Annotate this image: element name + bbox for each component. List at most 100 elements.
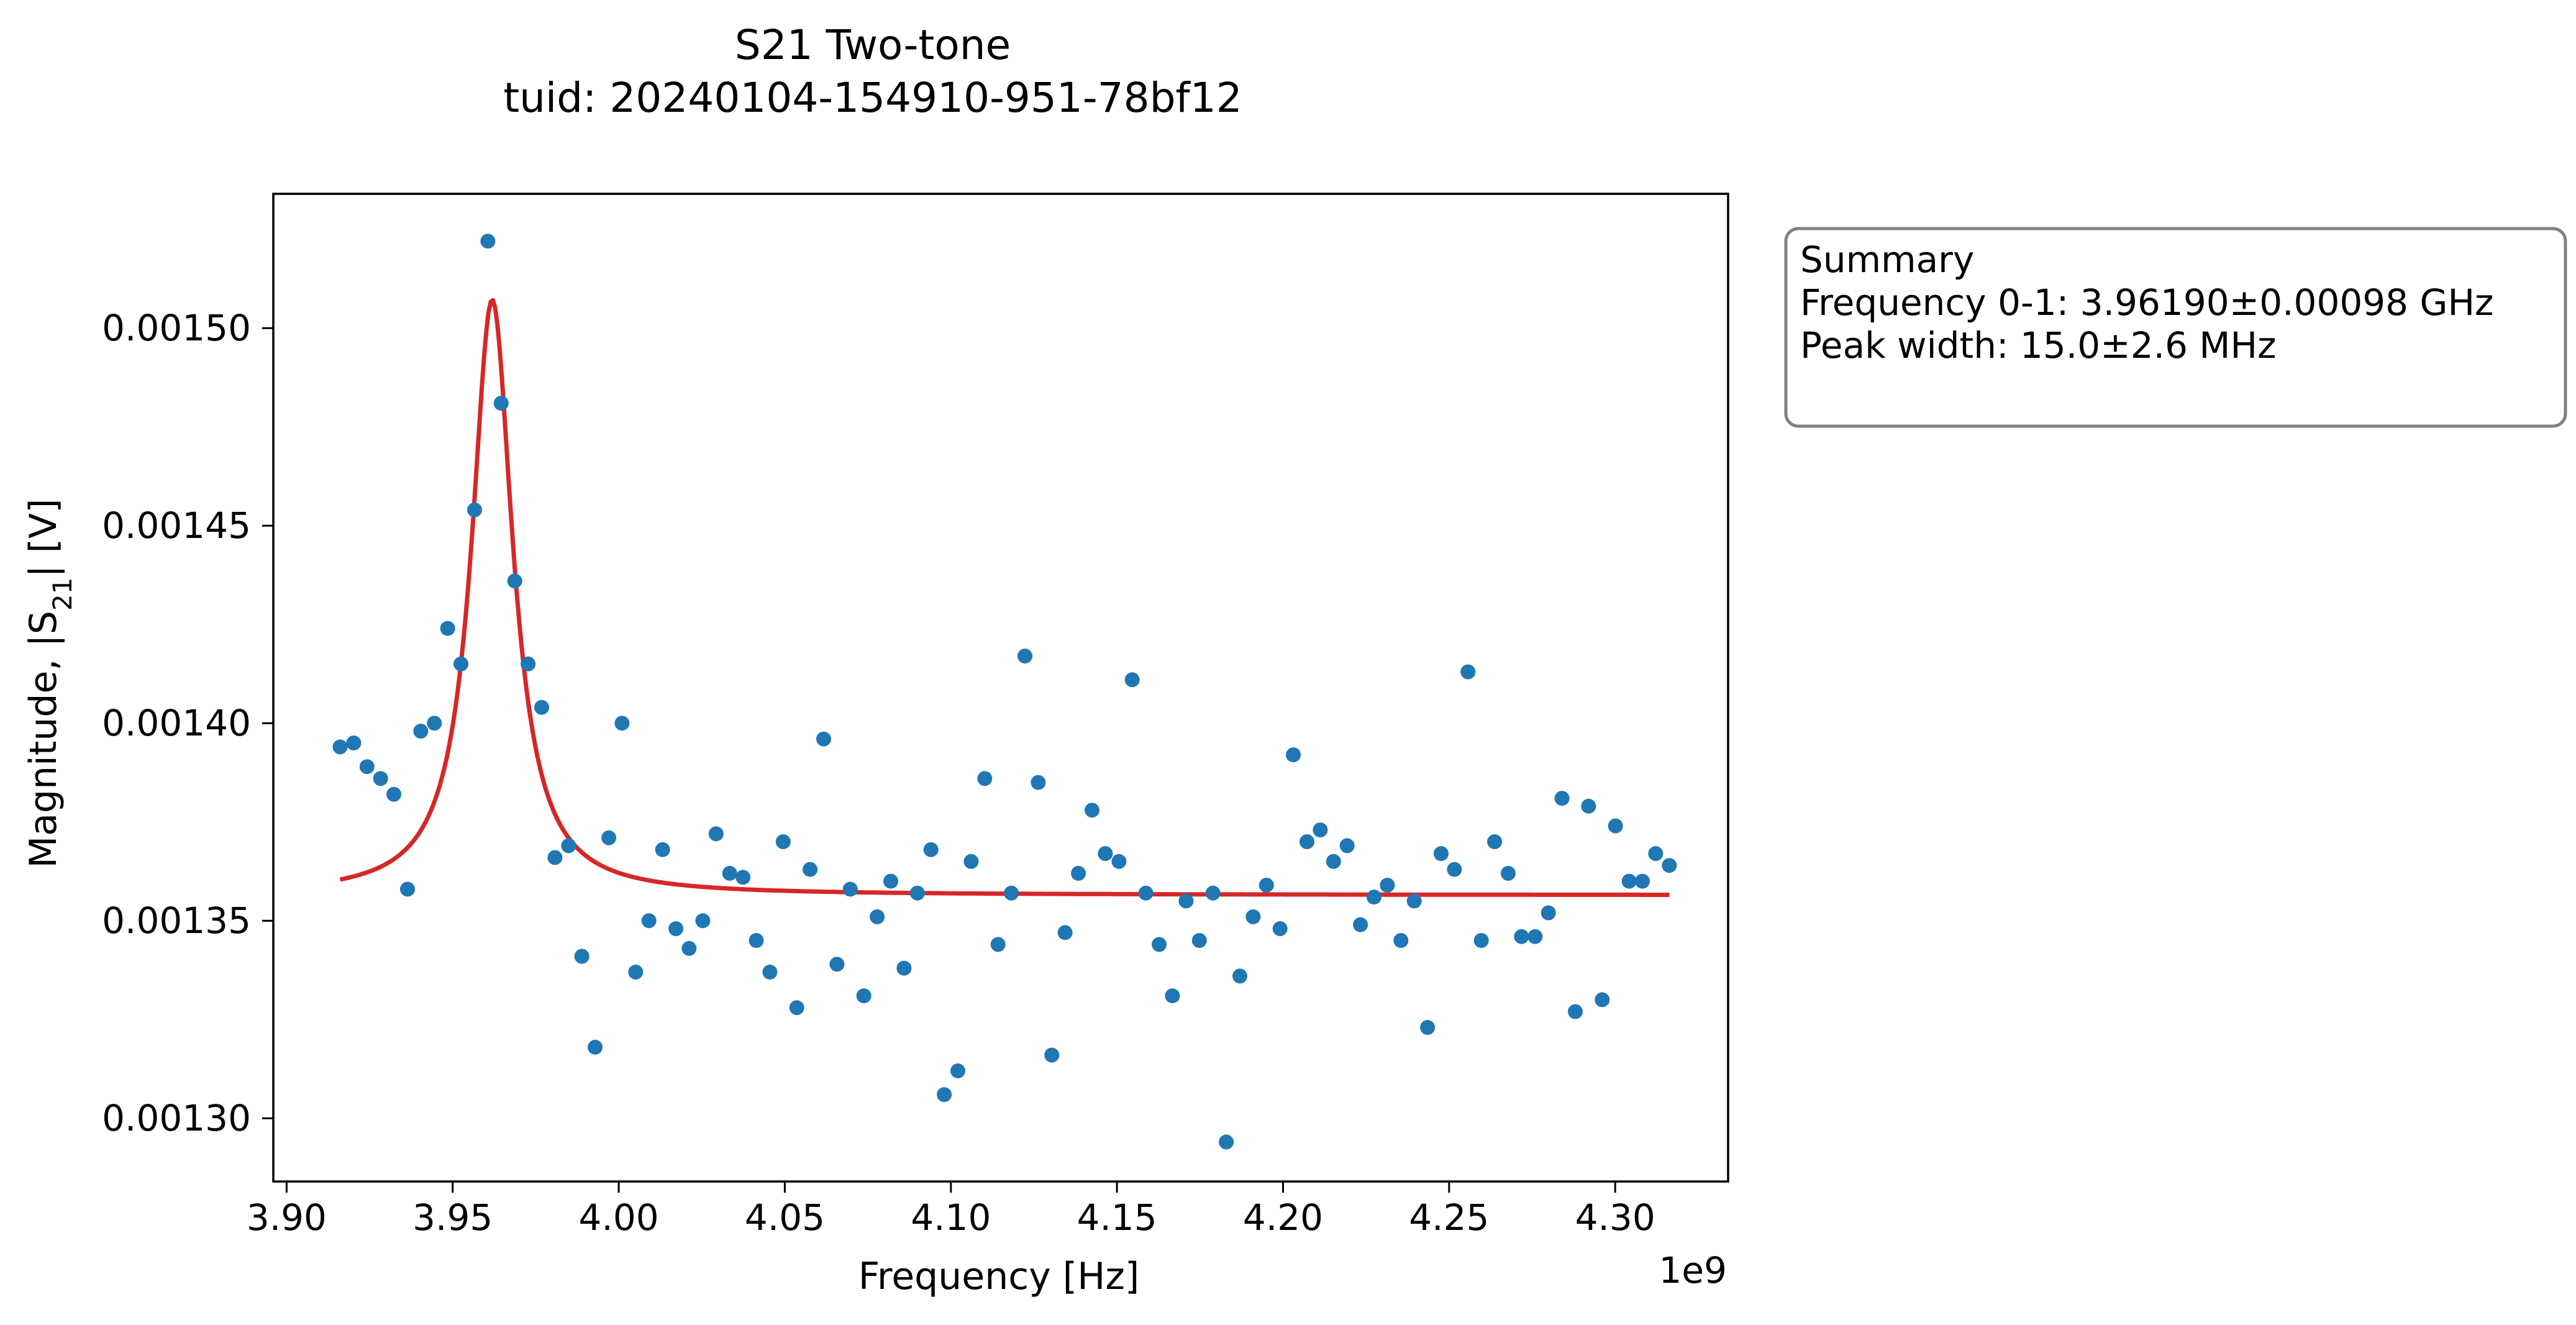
data-point bbox=[1205, 885, 1221, 901]
data-point bbox=[588, 1039, 603, 1055]
data-point bbox=[990, 937, 1006, 952]
data-point bbox=[668, 921, 684, 936]
data-point bbox=[883, 873, 898, 889]
data-point bbox=[909, 885, 925, 901]
data-point bbox=[574, 949, 589, 964]
x-tick-label: 3.90 bbox=[247, 1196, 327, 1239]
data-point bbox=[440, 621, 455, 636]
data-point bbox=[561, 838, 576, 854]
data-point bbox=[1473, 933, 1489, 948]
data-point bbox=[601, 830, 617, 845]
data-point bbox=[1232, 968, 1247, 984]
data-point bbox=[386, 786, 402, 802]
chart-subtitle: tuid: 20240104-154910-951-78bf12 bbox=[503, 74, 1242, 122]
x-tick-label: 4.15 bbox=[1077, 1196, 1157, 1239]
x-tick-label: 4.10 bbox=[911, 1196, 991, 1239]
data-point bbox=[1487, 834, 1503, 849]
data-point bbox=[1138, 885, 1154, 901]
summary-heading: Summary bbox=[1800, 239, 1974, 281]
data-point bbox=[1219, 1134, 1234, 1150]
data-point bbox=[1313, 822, 1328, 837]
data-point bbox=[1514, 929, 1529, 944]
data-point bbox=[1353, 917, 1368, 932]
data-point bbox=[1595, 992, 1610, 1008]
data-point bbox=[373, 771, 388, 786]
plot-frame bbox=[272, 193, 1729, 1183]
data-point bbox=[453, 656, 469, 672]
data-point bbox=[1541, 905, 1556, 921]
data-point bbox=[937, 1087, 952, 1103]
y-tick-label: 0.00130 bbox=[102, 1097, 251, 1139]
data-point bbox=[1339, 838, 1355, 854]
data-point bbox=[547, 850, 563, 865]
summary-box: Summary Frequency 0-1: 3.96190±0.00098 G… bbox=[1784, 227, 2567, 428]
plot-area bbox=[272, 193, 1729, 1183]
data-point bbox=[346, 735, 362, 750]
data-point bbox=[923, 842, 939, 857]
data-point bbox=[722, 865, 737, 881]
data-point bbox=[641, 913, 657, 929]
data-point bbox=[681, 940, 697, 956]
data-point bbox=[816, 731, 831, 747]
data-point bbox=[735, 870, 751, 885]
data-point bbox=[1380, 878, 1395, 893]
y-tick-label: 0.00150 bbox=[102, 307, 251, 349]
data-point bbox=[1568, 1004, 1583, 1019]
x-axis-ticks: 3.90 3.95 4.00 4.05 4.10 4.15 4.20 4.25 4.30 bbox=[247, 1182, 1655, 1239]
data-point bbox=[1501, 865, 1516, 881]
data-point bbox=[534, 699, 549, 715]
data-point bbox=[762, 964, 778, 980]
data-point bbox=[708, 826, 724, 842]
data-point bbox=[1124, 672, 1140, 688]
fit-curve-layer bbox=[339, 298, 1670, 897]
data-point bbox=[1165, 988, 1180, 1004]
y-tick-label: 0.00135 bbox=[102, 899, 251, 942]
data-point bbox=[829, 957, 845, 972]
y-axis-label: Magnitude, |S21| [V] bbox=[22, 499, 78, 868]
data-point bbox=[1286, 747, 1301, 763]
data-point bbox=[789, 1000, 804, 1016]
data-point bbox=[1152, 937, 1167, 952]
data-point bbox=[1004, 885, 1019, 901]
data-point bbox=[655, 842, 670, 857]
summary-frequency: Frequency 0-1: 3.96190±0.00098 GHz bbox=[1800, 281, 2494, 324]
data-point bbox=[1554, 791, 1570, 806]
data-point bbox=[856, 988, 872, 1004]
data-point bbox=[628, 964, 644, 980]
data-point bbox=[1299, 834, 1314, 849]
summary-box-frame bbox=[1784, 227, 2567, 428]
data-point bbox=[1608, 818, 1623, 834]
data-point bbox=[1393, 933, 1409, 948]
data-point bbox=[1434, 846, 1449, 862]
data-point bbox=[400, 881, 415, 897]
data-point bbox=[1635, 873, 1650, 889]
data-point bbox=[614, 716, 630, 731]
data-point bbox=[1621, 873, 1637, 889]
data-point bbox=[1031, 775, 1046, 790]
x-tick-label: 4.25 bbox=[1409, 1196, 1489, 1239]
data-point bbox=[963, 854, 979, 869]
data-point bbox=[950, 1063, 965, 1078]
data-point bbox=[1648, 846, 1663, 862]
data-point bbox=[977, 771, 993, 786]
data-point bbox=[480, 234, 496, 249]
data-point bbox=[1044, 1047, 1060, 1063]
data-point bbox=[1057, 925, 1073, 940]
data-point bbox=[749, 933, 764, 948]
data-point bbox=[775, 834, 791, 849]
data-point bbox=[427, 716, 442, 731]
data-point bbox=[1447, 862, 1462, 877]
data-point bbox=[1460, 664, 1476, 680]
data-point bbox=[467, 502, 482, 517]
data-point bbox=[1017, 649, 1032, 664]
data-point bbox=[1191, 933, 1207, 948]
data-points-layer bbox=[332, 234, 1677, 1150]
data-point bbox=[413, 724, 429, 739]
data-point bbox=[1406, 893, 1422, 909]
x-axis-offset: 1e9 bbox=[1659, 1249, 1727, 1291]
data-point bbox=[1527, 929, 1543, 944]
fit-curve bbox=[339, 298, 1670, 897]
x-tick-label: 3.95 bbox=[412, 1196, 493, 1239]
data-point bbox=[1085, 803, 1099, 818]
